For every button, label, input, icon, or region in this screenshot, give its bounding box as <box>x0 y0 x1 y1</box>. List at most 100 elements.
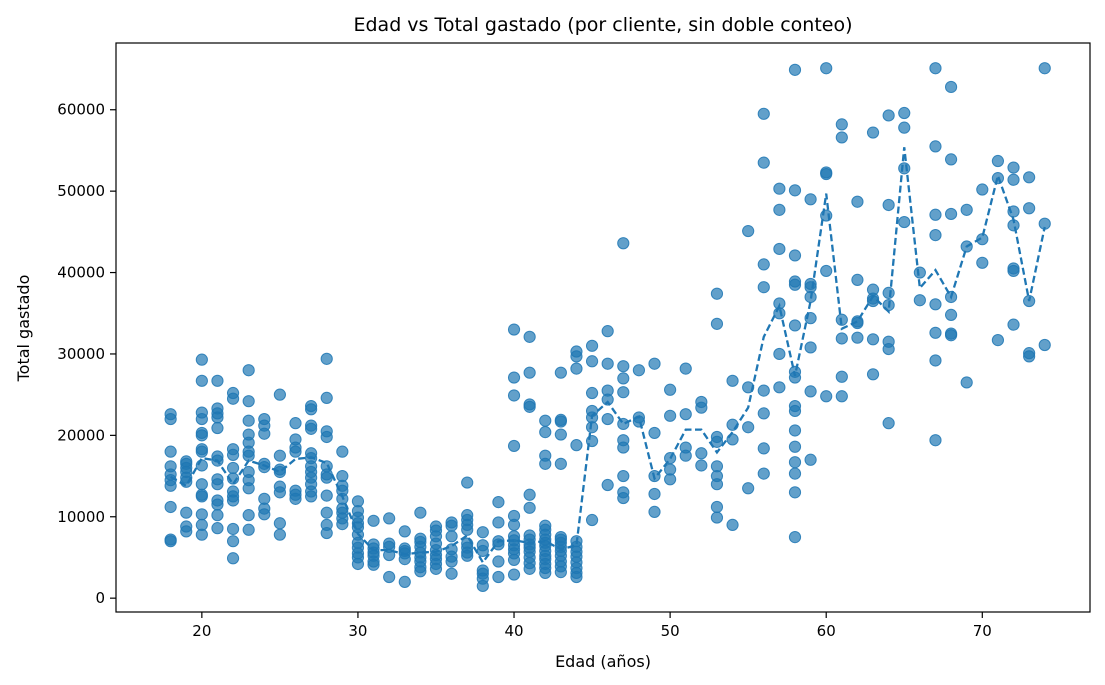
y-tick-label: 40000 <box>57 264 105 282</box>
data-point <box>226 448 240 461</box>
data-point <box>601 412 614 426</box>
data-point <box>445 519 458 532</box>
data-point <box>320 352 333 365</box>
data-point <box>320 430 333 444</box>
data-point <box>242 395 255 408</box>
data-point <box>398 525 411 538</box>
data-point <box>461 523 474 536</box>
data-point <box>804 453 817 466</box>
data-point <box>367 514 380 527</box>
data-point <box>632 364 646 377</box>
data-point <box>617 386 630 399</box>
data-point <box>648 357 661 370</box>
data-point <box>788 467 802 480</box>
data-point <box>180 506 193 519</box>
data-point <box>929 326 942 339</box>
data-point <box>554 428 567 441</box>
data-point <box>1023 171 1036 184</box>
data-point <box>164 500 177 514</box>
data-point <box>242 509 255 522</box>
data-point <box>601 478 614 492</box>
data-point <box>960 376 973 389</box>
data-point <box>289 417 302 430</box>
data-point <box>570 439 583 452</box>
data-point <box>788 531 802 544</box>
data-point <box>164 445 177 458</box>
data-point <box>195 490 208 503</box>
data-point <box>507 439 521 453</box>
data-point <box>1007 173 1020 186</box>
data-point <box>757 258 770 271</box>
data-point <box>226 535 240 548</box>
data-point <box>866 126 880 139</box>
data-point <box>788 184 802 197</box>
data-point <box>242 523 255 536</box>
data-point <box>898 215 911 229</box>
data-point <box>180 525 193 538</box>
x-tick-label: 20 <box>192 622 211 640</box>
data-point <box>507 518 521 532</box>
data-point <box>211 421 224 435</box>
x-axis-label: Edad (años) <box>555 652 651 671</box>
data-point <box>679 449 692 462</box>
marks-layer <box>164 62 1051 593</box>
data-point <box>1038 338 1051 352</box>
data-point <box>788 63 802 76</box>
data-point <box>492 555 505 568</box>
data-point <box>320 471 333 484</box>
data-point <box>461 549 474 562</box>
data-point <box>1023 350 1036 363</box>
data-point <box>242 414 255 427</box>
data-point <box>898 162 911 175</box>
data-point <box>788 440 802 453</box>
data-point <box>429 562 443 575</box>
data-point <box>882 109 895 122</box>
data-point <box>398 575 411 588</box>
data-point <box>742 224 755 238</box>
data-point <box>1023 202 1036 215</box>
data-point <box>617 372 630 385</box>
data-point <box>1007 161 1020 174</box>
x-tick-label: 40 <box>504 622 523 640</box>
data-point <box>820 62 833 75</box>
data-point <box>195 478 208 491</box>
data-point <box>929 298 942 311</box>
data-point <box>617 491 630 505</box>
x-tick-label: 50 <box>661 622 680 640</box>
data-point <box>664 473 677 486</box>
data-point <box>757 467 770 480</box>
data-point <box>742 482 755 495</box>
data-point <box>320 489 333 502</box>
data-point <box>367 558 380 571</box>
data-point <box>492 496 505 509</box>
data-point <box>258 508 271 521</box>
data-point <box>710 435 724 448</box>
data-point <box>258 427 271 440</box>
data-point <box>835 390 848 403</box>
data-point <box>445 567 458 580</box>
data-point <box>788 456 802 469</box>
data-point <box>383 570 396 584</box>
data-point <box>211 411 224 424</box>
data-point <box>710 500 724 514</box>
data-point <box>554 566 567 579</box>
data-point <box>710 317 724 330</box>
data-point <box>773 381 786 394</box>
data-point <box>211 478 224 491</box>
data-point <box>929 354 942 367</box>
data-point <box>351 557 365 571</box>
data-point <box>835 332 848 345</box>
data-point <box>383 512 396 525</box>
y-axis-label: Total gastado <box>14 275 33 383</box>
data-point <box>648 505 661 518</box>
data-point <box>976 256 989 269</box>
data-point <box>617 441 630 454</box>
data-point <box>523 400 536 413</box>
data-point <box>601 357 614 370</box>
plot-frame <box>115 42 1091 613</box>
data-point <box>726 518 739 532</box>
data-point <box>570 362 583 375</box>
data-point <box>258 461 271 474</box>
y-axis: 0 10000 20000 30000 40000 50000 60000 <box>57 101 116 607</box>
